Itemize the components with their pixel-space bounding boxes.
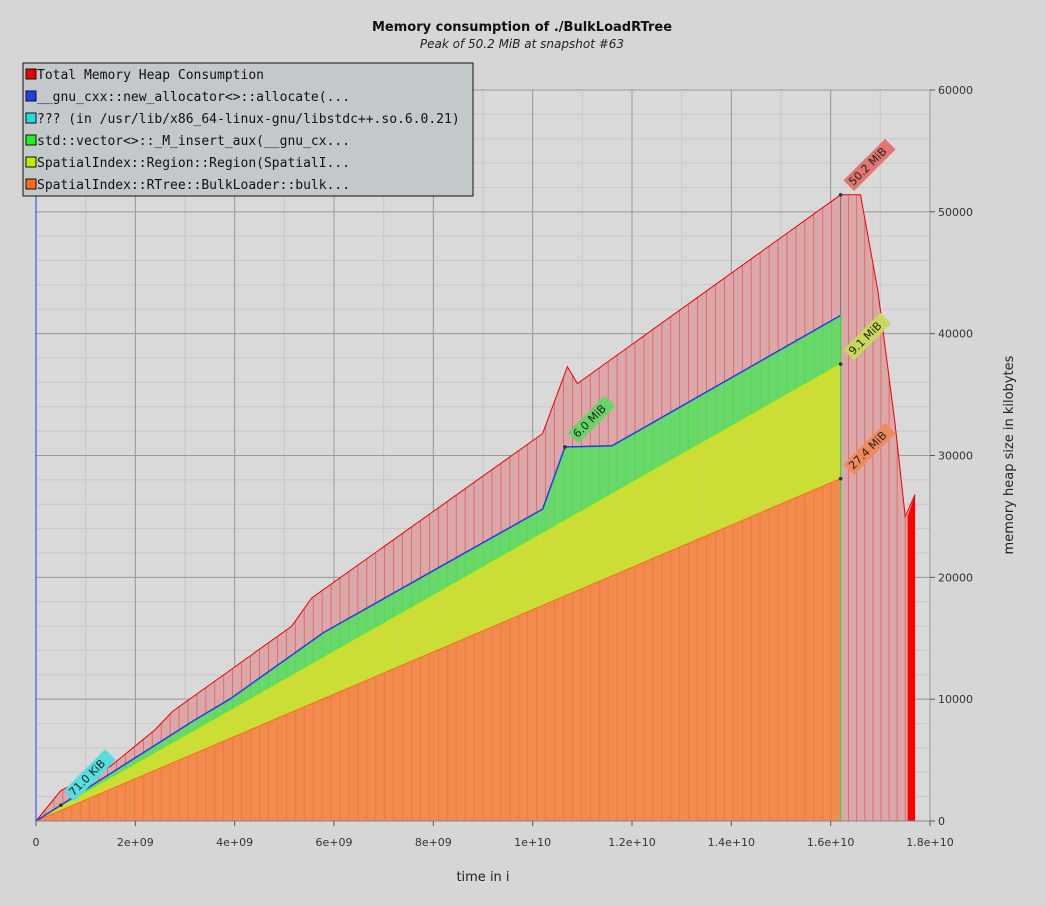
chart-title: Memory consumption of ./BulkLoadRTree	[372, 20, 672, 35]
x-tick-label: 8e+09	[415, 836, 452, 849]
legend-swatch	[25, 134, 37, 146]
x-tick-label: 1.2e+10	[608, 836, 655, 849]
y-tick-label: 30000	[938, 450, 973, 463]
series-lines	[35, 194, 916, 822]
chart-subtitle: Peak of 50.2 MiB at snapshot #63	[420, 37, 624, 51]
legend-swatch	[25, 68, 37, 80]
legend-swatch	[25, 156, 37, 168]
legend-entry: SpatialIndex::Region::Region(SpatialI...	[37, 156, 350, 171]
annotation-point	[838, 362, 843, 366]
y-tick-label: 50000	[938, 206, 973, 219]
last-snapshot-bar	[907, 494, 916, 821]
x-tick-label: 6e+09	[316, 836, 353, 849]
legend-swatch	[25, 112, 37, 124]
y-tick-label: 40000	[938, 328, 973, 341]
x-axis-label: time in i	[456, 870, 509, 885]
y-tick-label: 0	[938, 815, 945, 828]
legend-entry: Total Memory Heap Consumption	[37, 68, 264, 83]
annotation-point	[838, 476, 843, 481]
annotation-box	[567, 395, 616, 444]
legend-box	[22, 62, 474, 197]
x-tick-label: 1.6e+10	[807, 836, 854, 849]
x-tick-label: 0	[33, 836, 40, 849]
legend-entry: ??? (in /usr/lib/x86_64-linux-gnu/libstd…	[37, 112, 460, 127]
y-tick-label: 20000	[938, 571, 973, 584]
bulkloader-line	[35, 478, 841, 822]
y-axis-label: memory heap size in kilobytes	[1002, 355, 1017, 554]
total-line	[35, 194, 916, 822]
legend-entry: std::vector<>::_M_insert_aux(__gnu_cx...	[37, 134, 350, 149]
x-tick-label: 2e+09	[117, 836, 154, 849]
annotation-point	[563, 445, 567, 449]
legend-swatch	[25, 90, 37, 102]
x-tick-label: 1.4e+10	[708, 836, 755, 849]
allocate-line	[35, 314, 841, 822]
annotation-box	[63, 749, 116, 802]
annotation-point	[838, 192, 843, 197]
annotation-box	[843, 138, 896, 192]
x-tick-label: 1e+10	[514, 836, 551, 849]
annotation-box	[843, 422, 896, 475]
annotation-point	[59, 803, 63, 807]
legend-swatch	[25, 178, 37, 190]
region-line	[35, 363, 841, 822]
x-tick-label: 1.8e+10	[906, 836, 953, 849]
axes: 0 2e+09 4e+09 6e+09 8e+09 1e+10 1.2e+10 1.4e+10…	[33, 84, 974, 849]
legend-entry: SpatialIndex::RTree::BulkLoader::bulk...	[37, 178, 350, 193]
annotation-box	[843, 312, 891, 361]
y-tick-label: 60000	[938, 84, 973, 97]
y-tick-label: 10000	[938, 693, 973, 706]
legend-entry: __gnu_cxx::new_allocator<>::allocate(...	[37, 90, 350, 105]
x-tick-label: 4e+09	[216, 836, 253, 849]
legend: Total Memory Heap Consumption__gnu_cxx::…	[22, 62, 474, 197]
